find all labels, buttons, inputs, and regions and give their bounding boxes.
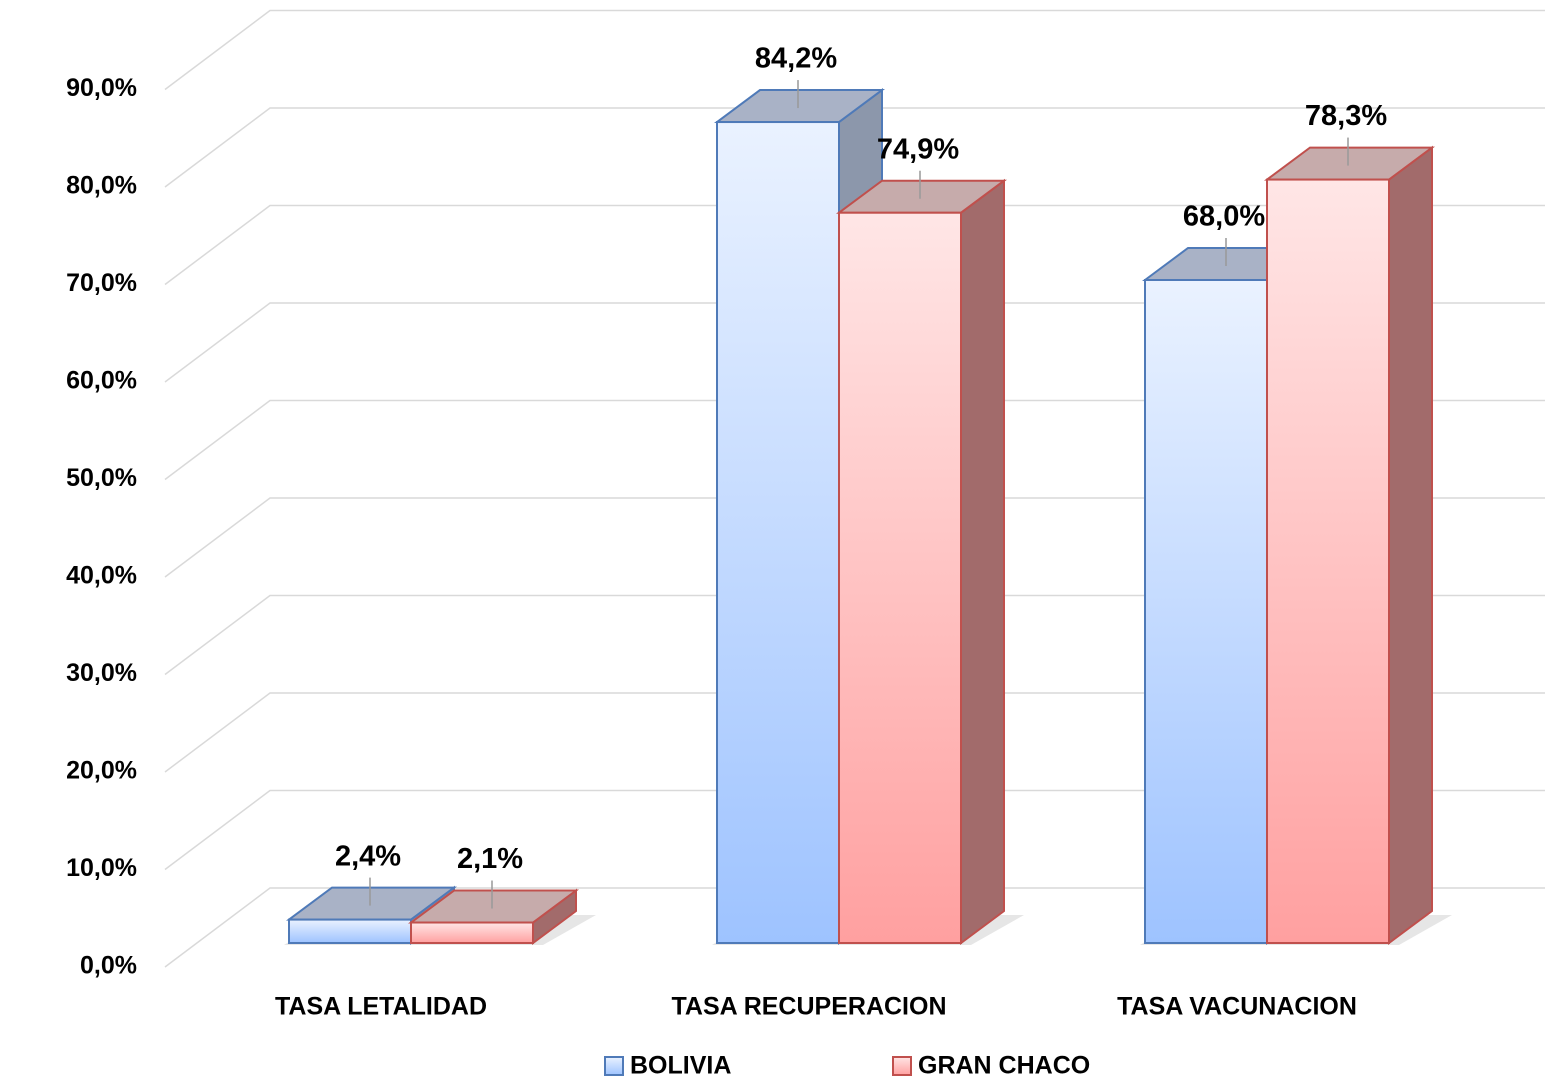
y-tick-label: 30,0%	[66, 659, 137, 687]
bar	[1266, 178, 1390, 944]
value-label: 74,9%	[877, 133, 959, 165]
bar-side	[1388, 145, 1433, 945]
value-label: 78,3%	[1305, 100, 1387, 132]
bar	[716, 121, 840, 945]
bar	[288, 918, 412, 944]
x-tick-label: TASA VACUNACION	[1117, 993, 1357, 1021]
bar	[838, 211, 962, 945]
y-tick-label: 80,0%	[66, 172, 137, 200]
y-tick-label: 90,0%	[66, 74, 137, 102]
bar-side	[960, 178, 1005, 945]
bar	[1144, 279, 1268, 944]
y-tick-label: 70,0%	[66, 269, 137, 297]
value-label: 68,0%	[1183, 201, 1265, 233]
grid-line	[164, 204, 1545, 286]
grid-line	[164, 302, 1545, 383]
y-tick-label: 10,0%	[66, 854, 137, 882]
x-tick-label: TASA RECUPERACION	[671, 993, 946, 1021]
value-label: 84,2%	[755, 43, 837, 75]
grid-line	[164, 399, 1545, 481]
grid-line	[164, 497, 1545, 578]
value-label: 2,1%	[457, 843, 523, 875]
legend-label: GRAN CHACO	[918, 1052, 1090, 1080]
y-tick-label: 40,0%	[66, 562, 137, 590]
x-tick-label: TASA LETALIDAD	[275, 993, 487, 1021]
y-tick-label: 50,0%	[66, 464, 137, 492]
grid-line	[164, 692, 1545, 773]
legend-swatch	[604, 1056, 624, 1076]
grid-line	[164, 887, 1545, 968]
legend-label: BOLIVIA	[630, 1052, 731, 1080]
grid-line	[164, 9, 1545, 91]
y-tick-label: 20,0%	[66, 757, 137, 785]
value-label: 2,4%	[335, 840, 401, 872]
grid-line	[164, 594, 1545, 676]
grid-line	[164, 789, 1545, 871]
y-tick-label: 60,0%	[66, 367, 137, 395]
grid-line	[164, 107, 1545, 188]
legend-swatch	[892, 1056, 912, 1076]
bar	[410, 921, 534, 945]
y-tick-label: 0,0%	[80, 952, 137, 980]
